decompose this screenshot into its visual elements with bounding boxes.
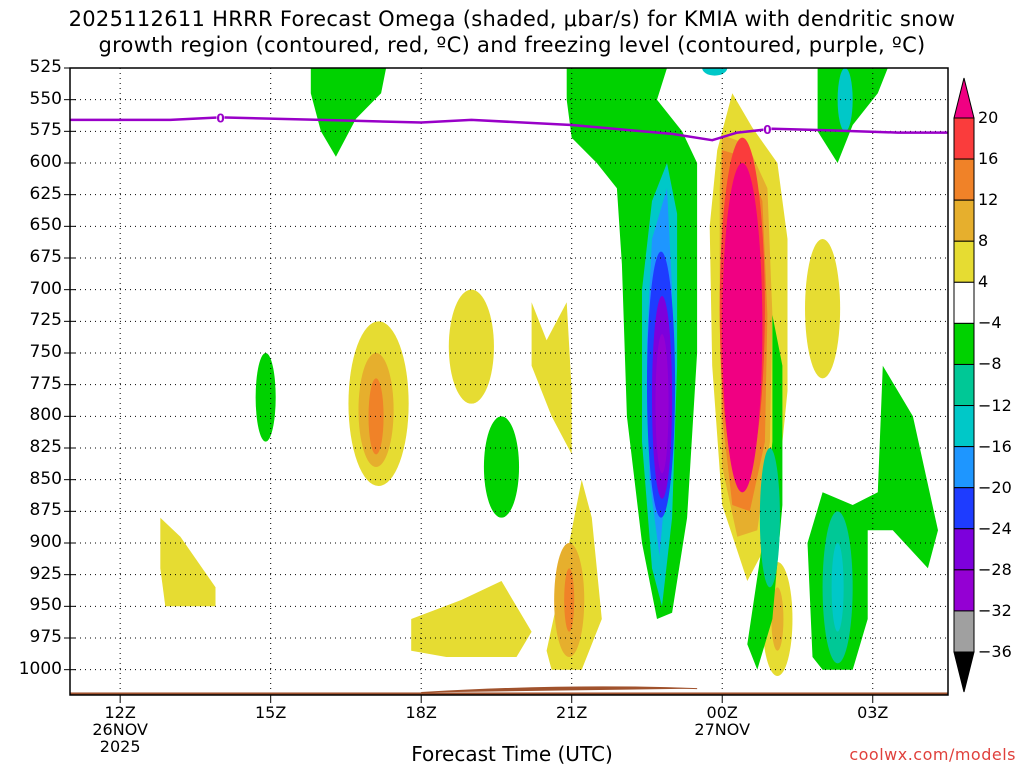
colorbar-bin--12 [953, 405, 975, 448]
freezing-level-label-1: 0 [763, 123, 771, 137]
colorbar-label-4: 4 [978, 272, 989, 292]
credit-text: coolwx.com/models [849, 745, 1016, 764]
colorbar-label-11: −28 [978, 559, 1012, 579]
omega-ascent-20z [483, 416, 520, 518]
ytick-label-1000: 1000 [18, 658, 62, 679]
xtick-label-18Z: 18Z [405, 703, 437, 722]
colorbar-bin--16 [953, 446, 975, 489]
colorbar-bin-top [953, 77, 975, 119]
omega-descent-21z-12 [564, 568, 575, 632]
chart-title: 2025112611 HRRR Forecast Omega (shaded, … [0, 6, 1024, 58]
ground-bump [421, 686, 698, 693]
freezing-label-bg-1 [763, 122, 772, 135]
freezing-label-bg-0 [216, 111, 225, 124]
colorbar-label-13: −36 [978, 642, 1012, 661]
ground-layer [70, 686, 948, 695]
colorbar-label-5: −4 [978, 313, 1002, 333]
colorbar-bin--24 [953, 528, 975, 571]
omega-descent-20 [722, 162, 763, 493]
omega-ascent-upper-16z [310, 68, 387, 157]
ytick-label-975: 975 [29, 627, 62, 647]
ytick-label-925: 925 [29, 563, 62, 584]
ytick-label-575: 575 [29, 120, 62, 141]
omega-descent-01z-8 [771, 587, 784, 651]
freezing-level-contour: 00 [69, 111, 948, 142]
xtick-label-12Z: 12Z 26NOV 2025 [92, 703, 148, 756]
colorbar-bin--20 [953, 487, 975, 530]
colorbar-label-3: 8 [978, 231, 989, 251]
ytick-label-700: 700 [29, 278, 62, 299]
colorbar-label-8: −16 [978, 436, 1012, 456]
ytick-label-675: 675 [29, 247, 62, 267]
colorbar-bin--8 [953, 363, 975, 407]
ground-surface [70, 692, 948, 695]
ytick-label-550: 550 [29, 88, 62, 109]
colorbar-bin-4 [953, 240, 975, 283]
ytick-label-800: 800 [29, 405, 62, 426]
omega-ascent-01z-8 [759, 448, 780, 588]
colorbar [953, 77, 975, 693]
colorbar-label-6: −8 [978, 354, 1002, 374]
colorbar-label-2: 12 [978, 190, 999, 210]
omega-descent-12z [160, 517, 216, 607]
colorbar-label-12: −32 [978, 600, 1012, 620]
colorbar-bin--4 [953, 322, 975, 365]
ytick-label-625: 625 [29, 183, 62, 204]
plot-border [69, 67, 949, 696]
colorbar-bin--28 [953, 569, 975, 612]
omega-descent-02z-mid [805, 239, 841, 379]
title-line-1: 2025112611 HRRR Forecast Omega (shaded, … [68, 7, 956, 31]
omega-ascent-15z [255, 353, 276, 442]
omega-shading [160, 68, 938, 676]
title-line-2: growth region (contoured, red, ºC) and f… [98, 33, 926, 57]
colorbar-label-1: 16 [978, 149, 999, 169]
omega-descent-17z-12 [368, 378, 384, 455]
ytick-label-775: 775 [29, 373, 62, 394]
xtick-label-00Z: 00Z 27NOV [694, 703, 751, 739]
omega-descent-21z-mid [531, 302, 572, 455]
ytick-label-850: 850 [29, 468, 62, 489]
colorbar-bin-16 [953, 117, 975, 160]
omega-descent-18z-low [411, 581, 532, 657]
colorbar-bin-8 [953, 199, 975, 242]
freezing-level-line [69, 116, 948, 142]
colorbar-bin-bottom [953, 651, 975, 693]
ytick-label-750: 750 [29, 342, 62, 362]
ytick-label-600: 600 [29, 152, 62, 172]
freezing-level-label-0: 0 [216, 111, 224, 125]
colorbar-label-7: −12 [978, 395, 1012, 415]
omega-descent-19z [448, 289, 494, 404]
plot-frame [64, 67, 949, 703]
ytick-label-725: 725 [29, 310, 62, 331]
omega-ascent-02z-12 [831, 543, 844, 632]
xtick-label-03Z: 03Z [857, 703, 889, 722]
colorbar-bin-0 [953, 281, 975, 324]
ytick-label-900: 900 [29, 532, 62, 552]
omega-ascent-02z-upper [817, 68, 888, 163]
x-axis-title: Forecast Time (UTC) [411, 742, 613, 766]
xtick-label-21Z: 21Z [556, 703, 588, 722]
ytick-label-525: 525 [29, 57, 62, 77]
colorbar-bin--32 [953, 610, 975, 653]
colorbar-bin-12 [953, 158, 975, 201]
omega-ascent-top-24z [702, 68, 728, 76]
ytick-label-650: 650 [29, 215, 62, 236]
colorbar-label-10: −24 [978, 518, 1012, 538]
omega-ascent-core-28 [655, 334, 669, 474]
colorbar-label-0: 20 [978, 108, 999, 127]
xtick-label-15Z: 15Z [255, 703, 287, 722]
colorbar-label-9: −20 [978, 477, 1012, 497]
ytick-label-825: 825 [29, 437, 62, 457]
ytick-label-950: 950 [29, 595, 62, 616]
ytick-label-875: 875 [29, 500, 62, 521]
